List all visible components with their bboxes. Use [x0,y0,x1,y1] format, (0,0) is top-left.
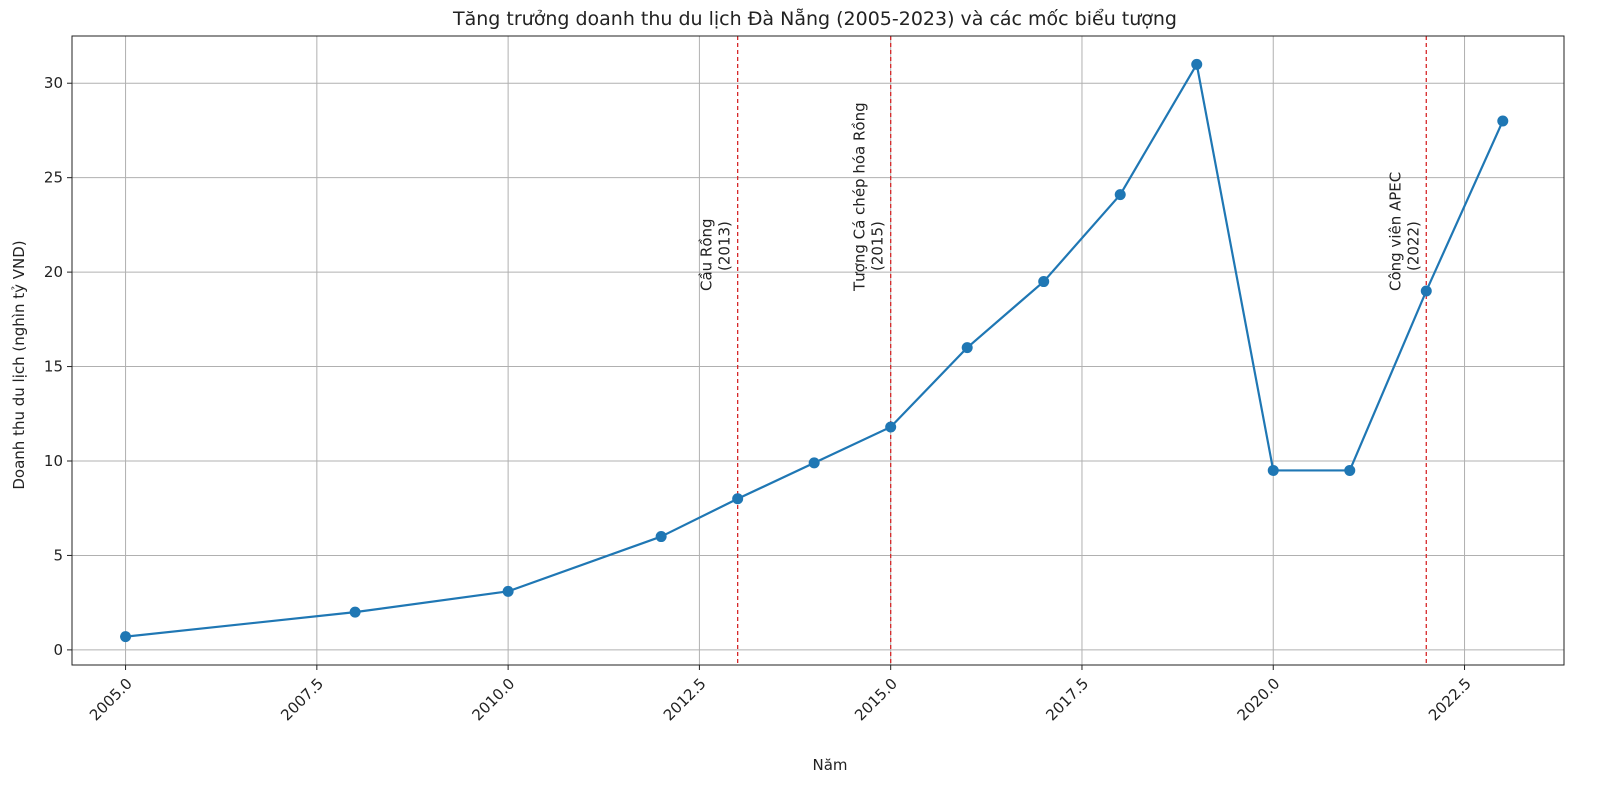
data-point [1267,464,1279,476]
x-tick-label: 2012.5 [660,675,710,725]
x-tick-label: 2010.0 [469,675,519,725]
data-point [502,585,514,597]
y-tick-label: 5 [53,546,63,564]
plot-frame [71,35,1565,666]
data-point [1191,58,1203,70]
data-point [1344,464,1356,476]
chart-title: Tăng trưởng doanh thu du lịch Đà Nẵng (2… [452,7,1177,30]
x-tick-label: 2005.0 [86,675,136,725]
y-tick-label: 15 [44,358,63,376]
grid [72,36,1564,665]
x-tick-label: 2020.0 [1234,675,1284,725]
series-line [125,63,1504,638]
data-point [1497,115,1509,127]
data-point [349,606,361,618]
data-point [808,457,820,469]
x-axis-label: Năm [812,756,847,774]
x-tick-label: 2022.5 [1425,675,1475,725]
data-point [885,421,897,433]
milestone-label: Tượng Cá chép hóa Rồng [851,102,869,292]
milestone-year-label: (2022) [1404,221,1422,271]
data-point [1038,276,1050,288]
x-ticks: 2005.0 2007.5 2010.0 2012.5 2015.0 2017.5 2020… [86,665,1475,724]
x-tick-label: 2017.5 [1042,675,1092,725]
x-tick-label: 2015.0 [851,675,901,725]
milestone-label: Cầu Rồng [698,218,716,291]
y-ticks: 0 5 10 15 20 25 30 [44,74,72,659]
milestone-label: Công viên APEC [1386,172,1404,291]
data-point [732,493,744,505]
milestone-labels: Cầu Rồng (2013) Tượng Cá chép hóa Rồng (201… [698,102,1423,292]
y-tick-label: 30 [44,74,63,92]
data-point [120,631,132,643]
data-point [961,342,973,354]
y-tick-label: 0 [53,641,63,659]
milestone-year-label: (2013) [716,221,734,271]
milestone-year-label: (2015) [869,221,887,271]
x-tick-label: 2007.5 [277,675,327,725]
data-point [1114,189,1126,201]
y-tick-label: 25 [44,169,63,187]
series-layer [120,58,1509,643]
y-tick-label: 10 [44,452,63,470]
data-point [655,531,667,543]
y-axis-label: Doanh thu du lịch (nghìn tỷ VND) [10,240,28,489]
y-tick-label: 20 [44,263,63,281]
data-point [1420,285,1432,297]
